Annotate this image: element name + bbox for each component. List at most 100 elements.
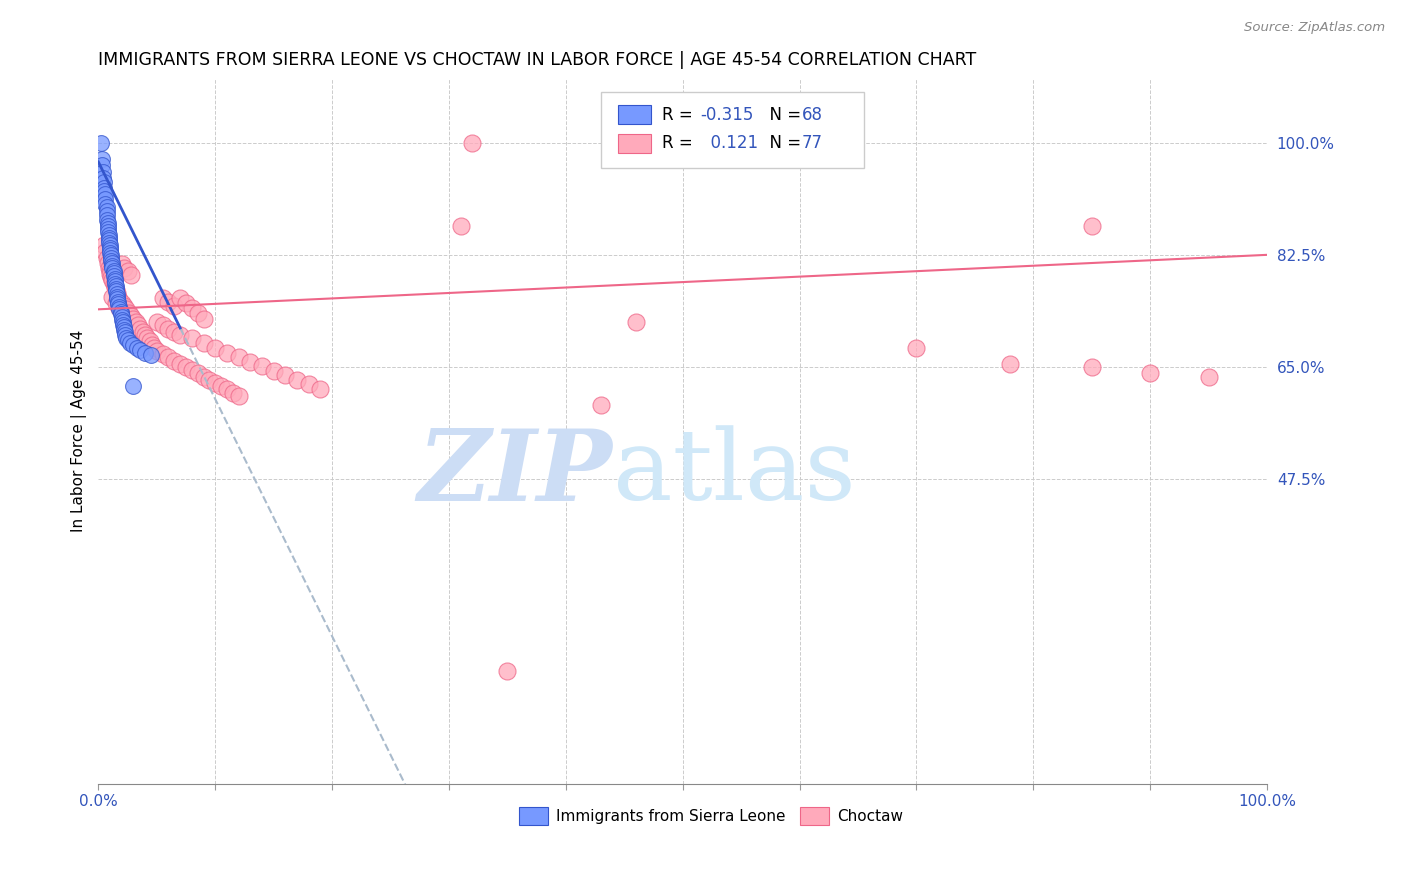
Point: [139, 334, 162, 349]
Point: [112, 323, 135, 337]
Point: [129, 343, 152, 358]
Point: [139, 349, 162, 363]
Text: N =: N =: [759, 135, 806, 153]
Point: [461, 136, 484, 150]
Point: [93, 238, 115, 252]
Point: [94, 244, 117, 259]
Point: [104, 285, 127, 299]
Point: [101, 256, 124, 270]
Point: [97, 226, 120, 240]
Point: [309, 382, 332, 396]
Point: [101, 289, 124, 303]
Text: 77: 77: [801, 135, 823, 153]
Point: [108, 300, 131, 314]
Point: [125, 315, 148, 329]
Point: [120, 309, 142, 323]
Point: [110, 305, 132, 319]
Point: [157, 321, 180, 335]
Point: [905, 341, 928, 355]
Point: [157, 351, 180, 365]
Point: [90, 158, 112, 172]
Point: [169, 328, 191, 343]
Point: [193, 312, 215, 326]
Point: [97, 256, 120, 270]
Point: [96, 200, 118, 214]
Point: [127, 318, 149, 333]
Point: [1080, 359, 1102, 374]
Point: [115, 302, 138, 317]
Point: [112, 320, 135, 334]
Point: [111, 296, 134, 310]
Point: [97, 235, 120, 250]
Point: [209, 379, 232, 393]
Point: [101, 261, 124, 276]
Point: [998, 357, 1021, 371]
Point: [110, 308, 132, 322]
Point: [96, 212, 118, 227]
Point: [104, 280, 127, 294]
Point: [117, 264, 139, 278]
FancyBboxPatch shape: [600, 92, 863, 168]
Point: [108, 293, 131, 307]
Point: [104, 277, 127, 291]
Text: Choctaw: Choctaw: [837, 808, 903, 823]
Point: [96, 208, 118, 222]
Point: [111, 312, 134, 326]
Point: [143, 341, 166, 355]
Point: [117, 333, 139, 347]
Text: N =: N =: [759, 105, 806, 123]
Text: 68: 68: [801, 105, 823, 123]
Point: [204, 376, 226, 390]
Point: [215, 346, 238, 360]
Point: [1080, 219, 1102, 233]
Bar: [519, 807, 548, 824]
Point: [141, 337, 163, 351]
Point: [93, 180, 115, 194]
Point: [118, 335, 141, 350]
Point: [108, 301, 131, 315]
Point: [100, 253, 122, 268]
Point: [97, 233, 120, 247]
Point: [204, 341, 226, 355]
Point: [450, 219, 472, 233]
Point: [112, 299, 135, 313]
Point: [1139, 367, 1161, 381]
Text: IMMIGRANTS FROM SIERRA LEONE VS CHOCTAW IN LABOR FORCE | AGE 45-54 CORRELATION C: IMMIGRANTS FROM SIERRA LEONE VS CHOCTAW …: [98, 51, 977, 69]
Point: [91, 170, 114, 185]
Point: [98, 264, 121, 278]
Point: [103, 267, 125, 281]
Text: R =: R =: [662, 135, 697, 153]
Text: Source: ZipAtlas.com: Source: ZipAtlas.com: [1244, 21, 1385, 34]
Point: [104, 283, 127, 297]
Point: [94, 186, 117, 201]
Point: [90, 136, 112, 150]
Bar: [800, 807, 828, 824]
Point: [105, 287, 128, 301]
Point: [174, 359, 197, 374]
Point: [152, 291, 174, 305]
Point: [97, 219, 120, 233]
Point: [163, 325, 186, 339]
Point: [100, 270, 122, 285]
Point: [101, 273, 124, 287]
Point: [239, 355, 262, 369]
Point: [104, 279, 127, 293]
Point: [104, 296, 127, 310]
Point: [146, 315, 169, 329]
Point: [103, 277, 125, 291]
Point: [105, 289, 128, 303]
Point: [134, 328, 156, 343]
Point: [98, 241, 121, 255]
Y-axis label: In Labor Force | Age 45-54: In Labor Force | Age 45-54: [72, 330, 87, 533]
Point: [93, 175, 115, 189]
Text: R =: R =: [662, 105, 697, 123]
Point: [98, 244, 121, 258]
Point: [111, 315, 134, 329]
Point: [91, 164, 114, 178]
Point: [129, 321, 152, 335]
Point: [122, 379, 145, 393]
Point: [100, 248, 122, 262]
Point: [174, 296, 197, 310]
Point: [125, 341, 148, 355]
Point: [114, 326, 136, 340]
